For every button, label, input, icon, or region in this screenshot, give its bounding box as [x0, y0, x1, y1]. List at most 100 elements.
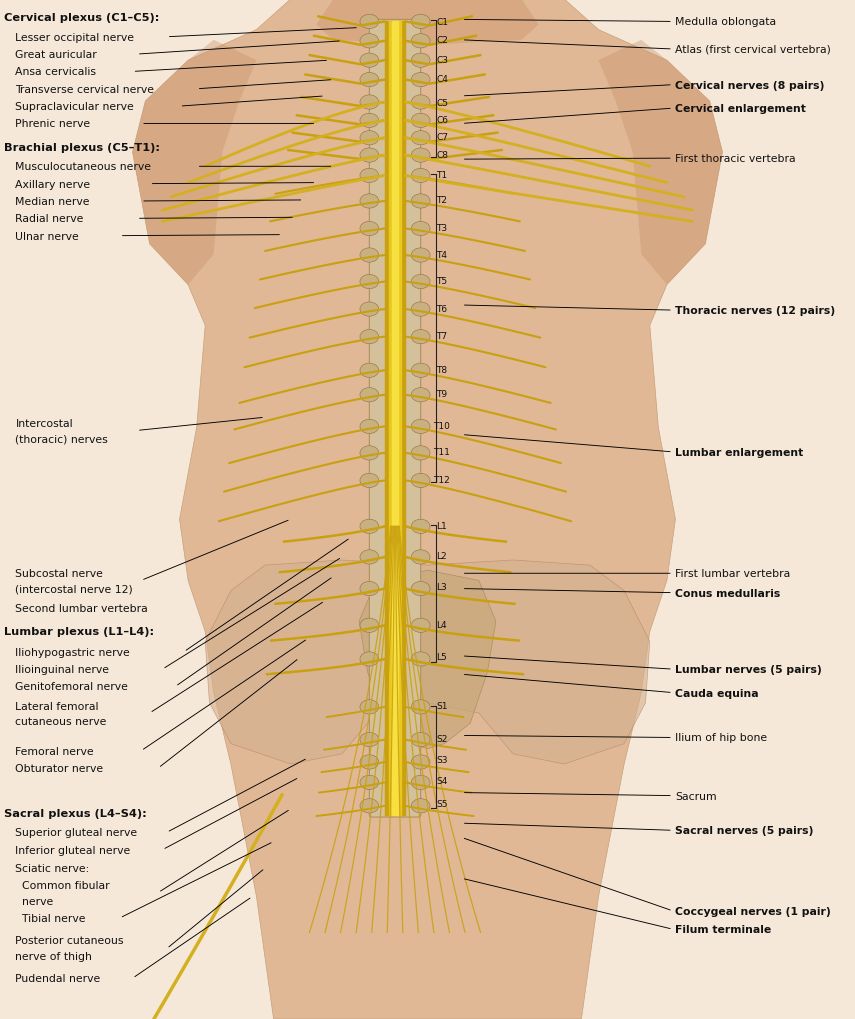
Ellipse shape [411, 169, 430, 183]
Polygon shape [598, 41, 722, 285]
Polygon shape [133, 0, 722, 1019]
Text: Atlas (first cervical vertebra): Atlas (first cervical vertebra) [675, 45, 831, 55]
Text: Lateral femoral: Lateral femoral [15, 701, 99, 711]
Text: Subcostal nerve: Subcostal nerve [15, 569, 103, 579]
Text: Lumbar nerves (5 pairs): Lumbar nerves (5 pairs) [675, 664, 823, 675]
Text: Great auricular: Great auricular [15, 50, 97, 60]
Polygon shape [316, 0, 539, 46]
Text: Common fibular: Common fibular [15, 880, 110, 891]
Text: Sacrum: Sacrum [675, 791, 717, 801]
Text: Obturator nerve: Obturator nerve [15, 763, 103, 773]
Text: (thoracic) nerves: (thoracic) nerves [15, 434, 108, 444]
Text: Lumbar enlargement: Lumbar enlargement [675, 447, 804, 458]
Ellipse shape [360, 303, 379, 317]
Ellipse shape [360, 446, 379, 461]
Text: C3: C3 [436, 56, 448, 64]
Text: Superior gluteal nerve: Superior gluteal nerve [15, 827, 138, 838]
Text: Axillary nerve: Axillary nerve [15, 179, 91, 190]
Ellipse shape [360, 388, 379, 403]
Text: T5: T5 [436, 277, 447, 285]
Text: Genitofemoral nerve: Genitofemoral nerve [15, 682, 128, 692]
Ellipse shape [411, 652, 430, 666]
Text: Intercostal: Intercostal [15, 419, 73, 429]
Ellipse shape [411, 388, 430, 403]
Ellipse shape [360, 652, 379, 666]
Ellipse shape [360, 550, 379, 565]
Text: Cervical enlargement: Cervical enlargement [675, 104, 806, 114]
Text: T1: T1 [436, 171, 447, 179]
Ellipse shape [360, 54, 379, 68]
Text: L5: L5 [436, 653, 447, 661]
Text: S3: S3 [436, 756, 447, 764]
Text: C8: C8 [436, 151, 448, 159]
Polygon shape [133, 41, 256, 285]
Ellipse shape [360, 275, 379, 289]
Text: Medulla oblongata: Medulla oblongata [675, 17, 776, 28]
Text: L3: L3 [436, 583, 447, 591]
Ellipse shape [360, 775, 379, 790]
Ellipse shape [360, 700, 379, 714]
Text: L2: L2 [436, 552, 446, 560]
Ellipse shape [411, 96, 430, 110]
Text: Brachial plexus (C5–T1):: Brachial plexus (C5–T1): [4, 143, 160, 153]
Text: S1: S1 [436, 702, 447, 710]
Text: T9: T9 [436, 390, 447, 398]
Ellipse shape [411, 73, 430, 88]
Text: S4: S4 [436, 776, 447, 785]
Text: (intercostal nerve 12): (intercostal nerve 12) [15, 584, 133, 594]
Text: Phrenic nerve: Phrenic nerve [15, 119, 91, 129]
Text: Posterior cutaneous: Posterior cutaneous [15, 935, 124, 946]
Ellipse shape [411, 474, 430, 488]
Ellipse shape [411, 149, 430, 163]
Ellipse shape [360, 222, 379, 236]
Text: Musculocutaneous nerve: Musculocutaneous nerve [15, 162, 151, 172]
Text: Sciatic nerve:: Sciatic nerve: [15, 863, 90, 873]
Ellipse shape [411, 114, 430, 128]
Ellipse shape [411, 330, 430, 344]
Text: Cervical plexus (C1–C5):: Cervical plexus (C1–C5): [4, 13, 160, 23]
Text: T6: T6 [436, 305, 447, 313]
Text: nerve of thigh: nerve of thigh [15, 951, 92, 961]
Text: Thoracic nerves (12 pairs): Thoracic nerves (12 pairs) [675, 306, 835, 316]
Text: cutaneous nerve: cutaneous nerve [15, 716, 107, 727]
Text: C4: C4 [436, 75, 448, 84]
Ellipse shape [360, 619, 379, 633]
Text: C1: C1 [436, 18, 448, 26]
Text: Pudendal nerve: Pudendal nerve [15, 973, 101, 983]
FancyBboxPatch shape [369, 20, 421, 817]
Text: Filum terminale: Filum terminale [675, 924, 772, 934]
Text: T4: T4 [436, 251, 447, 259]
Ellipse shape [411, 195, 430, 209]
Ellipse shape [411, 550, 430, 565]
Ellipse shape [360, 474, 379, 488]
Text: T12: T12 [433, 476, 451, 484]
Text: nerve: nerve [15, 896, 54, 906]
Ellipse shape [411, 446, 430, 461]
Text: Transverse cervical nerve: Transverse cervical nerve [15, 85, 155, 95]
Ellipse shape [360, 149, 379, 163]
Text: T2: T2 [436, 197, 447, 205]
Ellipse shape [411, 131, 430, 146]
Text: T11: T11 [433, 448, 451, 457]
Ellipse shape [411, 700, 430, 714]
Text: Ulnar nerve: Ulnar nerve [15, 231, 80, 242]
Ellipse shape [411, 275, 430, 289]
Text: Conus medullaris: Conus medullaris [675, 588, 781, 598]
Polygon shape [359, 571, 496, 749]
Text: Inferior gluteal nerve: Inferior gluteal nerve [15, 845, 131, 855]
Text: First thoracic vertebra: First thoracic vertebra [675, 154, 796, 164]
Text: Second lumbar vertebra: Second lumbar vertebra [15, 603, 148, 613]
Text: S5: S5 [436, 800, 447, 808]
Text: L4: L4 [436, 621, 446, 629]
Text: Radial nerve: Radial nerve [15, 214, 84, 224]
Text: T8: T8 [436, 366, 447, 374]
Text: Iliohypogastric nerve: Iliohypogastric nerve [15, 647, 130, 657]
Ellipse shape [360, 799, 379, 813]
Ellipse shape [360, 364, 379, 378]
Text: C5: C5 [436, 99, 448, 107]
Text: L1: L1 [436, 522, 447, 530]
Ellipse shape [360, 35, 379, 49]
Text: S2: S2 [436, 735, 447, 743]
Ellipse shape [360, 169, 379, 183]
Ellipse shape [411, 799, 430, 813]
